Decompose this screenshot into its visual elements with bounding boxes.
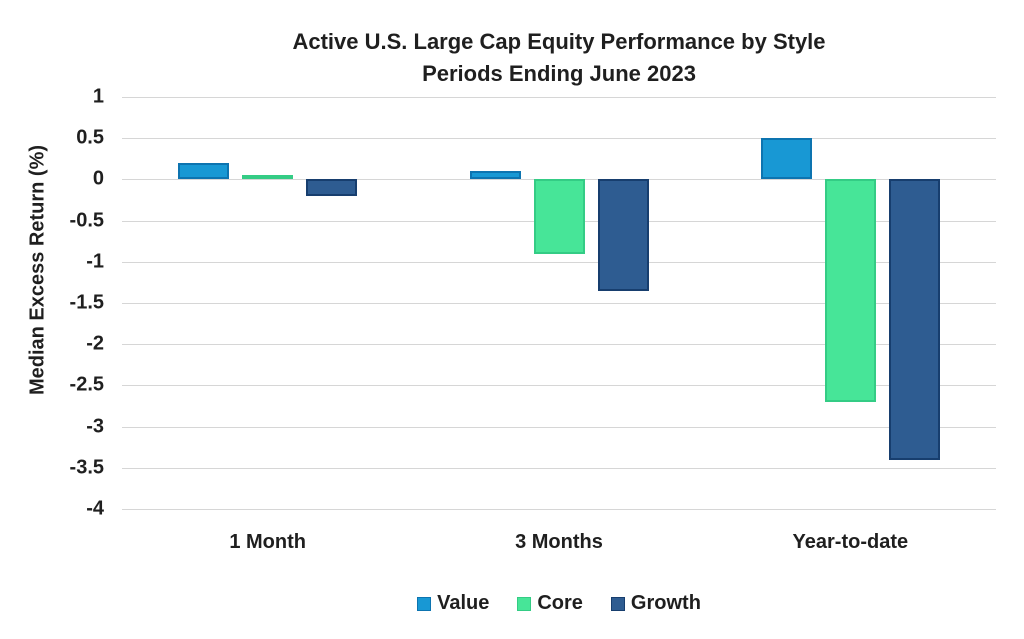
gridline: [122, 344, 996, 346]
chart-title-line2: Periods Ending June 2023: [422, 61, 696, 86]
y-tick-label: 0: [92, 167, 104, 190]
y-tick-label: -1.5: [69, 291, 104, 314]
chart-title: Active U.S. Large Cap Equity Performance…: [122, 26, 996, 90]
bar-growth-3-months: [597, 179, 649, 291]
x-axis-labels: 1 Month 3 Months Year-to-date: [122, 531, 996, 554]
plot-area: [122, 97, 996, 510]
bar-core-year-to-date: [824, 179, 876, 402]
legend-swatch-value: [417, 596, 432, 611]
bar-core-3-months: [533, 179, 585, 254]
legend-label-value: Value: [437, 592, 490, 614]
legend-label-core: Core: [537, 592, 583, 614]
bar-growth-1-month: [306, 179, 358, 196]
legend-item-core: Core: [517, 592, 583, 615]
legend-item-growth: Growth: [610, 592, 701, 615]
gridline: [122, 261, 996, 263]
y-tick-label: -4: [86, 497, 104, 520]
legend-swatch-core: [517, 596, 532, 611]
bar-value-3-months: [469, 171, 521, 180]
x-axis-label-1-month: 1 Month: [229, 531, 306, 553]
bar-growth-year-to-date: [888, 179, 940, 460]
legend-swatch-growth: [610, 596, 625, 611]
bar-core-1-month: [242, 175, 294, 180]
x-axis-label-year-to-date: Year-to-date: [792, 531, 909, 553]
y-tick-label: 0.5: [76, 126, 104, 149]
legend-label-growth: Growth: [630, 592, 701, 614]
gridline: [122, 509, 996, 510]
y-tick-label: -2.5: [69, 373, 104, 396]
legend: Value Core Growth: [122, 592, 996, 615]
y-tick-label: -3: [86, 415, 104, 438]
x-axis-label-3-months: 3 Months: [515, 531, 603, 553]
y-tick-label: -3.5: [69, 456, 104, 479]
gridline: [122, 426, 996, 428]
gridline: [122, 97, 996, 98]
chart-title-line1: Active U.S. Large Cap Equity Performance…: [292, 29, 826, 54]
y-tick-label: 1: [92, 85, 104, 108]
gridline: [122, 138, 996, 140]
gridline: [122, 467, 996, 469]
gridline: [122, 303, 996, 304]
y-tick-label: -2: [86, 332, 104, 355]
legend-item-value: Value: [417, 592, 489, 615]
y-tick-label: -0.5: [69, 209, 104, 232]
y-axis-tick-labels: 1 0.5 0 -0.5 -1 -1.5 -2 -2.5 -3 -3.5 -4: [0, 86, 104, 520]
bar-value-1-month: [178, 162, 230, 180]
gridline: [122, 385, 996, 387]
y-tick-label: -1: [86, 250, 104, 273]
bar-value-year-to-date: [760, 138, 812, 180]
